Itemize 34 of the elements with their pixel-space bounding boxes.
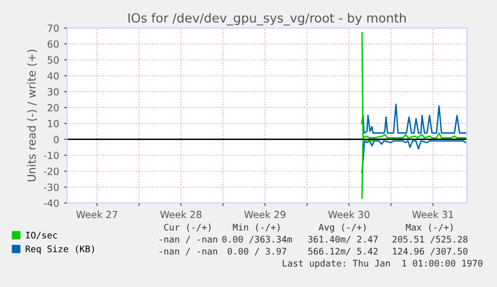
text: Max (-/+) xyxy=(406,224,453,232)
x-tick-label: Week 27 xyxy=(76,210,118,218)
text: Cur (-/+) xyxy=(164,224,211,232)
text: 0.00 / 3.97 xyxy=(228,248,286,256)
text: Last update: Thu Jan 1 01:00:00 1970 xyxy=(282,260,482,268)
text: -nan / -nan xyxy=(160,236,218,244)
text: 566.12m/ 5.42 xyxy=(308,248,378,256)
text: Avg (-/+) xyxy=(318,224,366,232)
text: 0.00 /363.34m xyxy=(222,236,292,244)
x-tick-label: Week 28 xyxy=(160,210,202,218)
y-tick-label: 50 xyxy=(48,56,59,64)
x-tick-label: Week 30 xyxy=(328,210,370,218)
y-tick-label: -10 xyxy=(44,152,59,160)
x-tick-label: Week 29 xyxy=(244,210,286,218)
text: 124.96 /307.50 xyxy=(393,248,468,256)
legend-label: Req Size (KB) xyxy=(26,245,94,254)
y-tick-label: 60 xyxy=(48,40,59,48)
y-tick-label: 70 xyxy=(48,24,59,32)
y-tick-label: 40 xyxy=(47,72,59,80)
text: Min (-/+) xyxy=(232,224,280,232)
y-tick-label: 20 xyxy=(48,104,59,112)
text: 205.51 /525.28 xyxy=(392,236,468,244)
y-tick-label: -40 xyxy=(44,199,59,207)
chart-title: IOs for /dev/dev_gpu_sys_vg/root - by month xyxy=(128,12,406,26)
y-tick-label: 0 xyxy=(54,136,59,144)
text: 361.40m/ 2.47 xyxy=(308,236,378,244)
text: -nan / -nan xyxy=(160,248,218,256)
legend-label: IO/sec xyxy=(26,232,58,240)
x-tick-label: Week 31 xyxy=(412,210,454,218)
y-axis-title: Units read (-) / write (+) xyxy=(27,50,38,182)
y-tick-label: -20 xyxy=(44,168,59,176)
y-tick-label: -30 xyxy=(44,184,59,191)
y-tick-label: 30 xyxy=(48,88,59,96)
y-tick-label: 10 xyxy=(48,120,59,128)
